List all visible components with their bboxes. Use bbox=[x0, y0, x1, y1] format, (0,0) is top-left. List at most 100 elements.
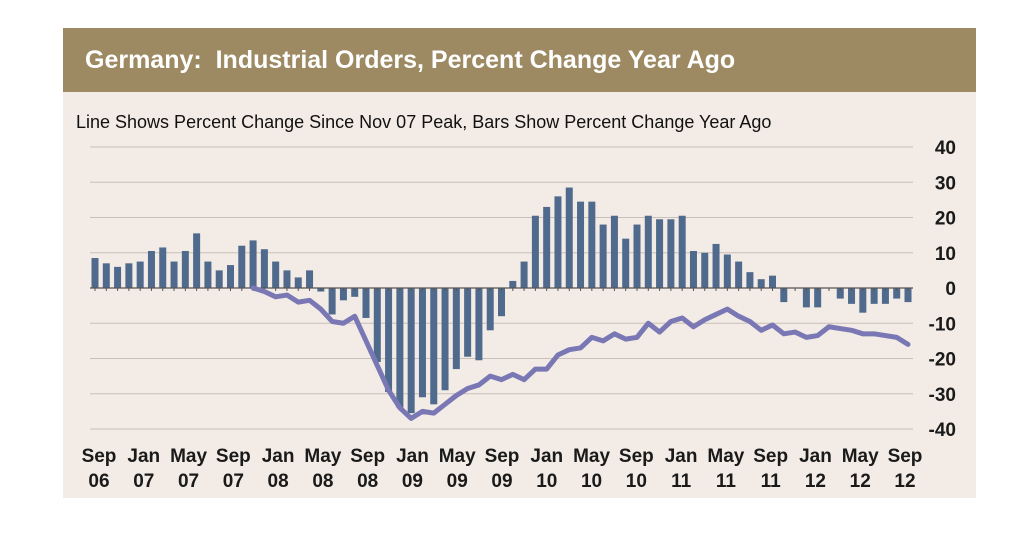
bar bbox=[181, 250, 189, 288]
x-tick-label-year: 06 bbox=[88, 471, 109, 492]
bar bbox=[351, 288, 359, 297]
bar bbox=[644, 215, 652, 288]
x-tick-label-year: 12 bbox=[850, 471, 871, 492]
bar bbox=[881, 288, 889, 304]
bar bbox=[238, 245, 246, 288]
bar bbox=[339, 288, 347, 301]
bar bbox=[565, 187, 573, 288]
bar bbox=[746, 272, 754, 288]
bar bbox=[215, 270, 223, 289]
x-axis-ticks bbox=[94, 288, 909, 291]
bar bbox=[486, 288, 494, 331]
y-tick-label: 10 bbox=[935, 244, 956, 265]
bar-series bbox=[91, 187, 912, 414]
bar bbox=[170, 261, 178, 288]
x-tick-label-year: 11 bbox=[761, 471, 782, 492]
x-tick-label-month: Sep bbox=[216, 446, 251, 467]
bar bbox=[904, 288, 912, 303]
x-tick-label-year: 08 bbox=[268, 471, 289, 492]
y-tick-label: 30 bbox=[935, 173, 956, 194]
bar bbox=[802, 288, 810, 308]
bar bbox=[610, 215, 618, 288]
bar bbox=[893, 288, 901, 299]
bar bbox=[689, 250, 697, 288]
bar bbox=[204, 261, 212, 288]
bar bbox=[633, 224, 641, 288]
bar bbox=[509, 280, 517, 288]
x-tick-label-year: 07 bbox=[133, 471, 154, 492]
x-tick-label-year: 11 bbox=[716, 471, 737, 492]
bar bbox=[769, 275, 776, 288]
bar bbox=[125, 263, 133, 288]
bar bbox=[588, 201, 596, 288]
bar bbox=[418, 288, 426, 398]
x-tick-label-month: Jan bbox=[262, 446, 295, 467]
bar bbox=[430, 288, 438, 405]
bar bbox=[283, 270, 291, 289]
x-tick-label-year: 11 bbox=[671, 471, 692, 492]
x-tick-label-year: 09 bbox=[402, 471, 423, 492]
bar bbox=[836, 288, 844, 299]
bar bbox=[712, 243, 720, 288]
bar bbox=[362, 288, 370, 318]
bar bbox=[407, 288, 415, 414]
x-tick-label-year: 07 bbox=[178, 471, 199, 492]
x-tick-label-year: 10 bbox=[536, 471, 557, 492]
x-tick-label-month: May bbox=[842, 446, 879, 467]
x-tick-label-month: Jan bbox=[396, 446, 429, 467]
bar bbox=[147, 250, 155, 288]
bar bbox=[475, 288, 483, 361]
y-tick-label: 40 bbox=[935, 138, 956, 159]
line-series bbox=[250, 285, 911, 421]
x-tick-label-year: 07 bbox=[223, 471, 244, 492]
bar bbox=[452, 288, 460, 370]
bar bbox=[622, 238, 630, 288]
y-axis-labels: 40 30 20 10 0 -10 -20 -30 -40 bbox=[929, 138, 956, 441]
bar bbox=[678, 215, 686, 288]
bar bbox=[498, 288, 505, 317]
x-tick-label-month: May bbox=[170, 446, 207, 467]
bar bbox=[848, 288, 856, 304]
x-tick-label-month: May bbox=[304, 446, 341, 467]
bar bbox=[249, 240, 257, 288]
x-tick-label-month: Sep bbox=[82, 446, 117, 467]
y-tick-label: -30 bbox=[929, 385, 956, 406]
bar bbox=[136, 261, 144, 288]
x-tick-label-month: May bbox=[707, 446, 744, 467]
x-tick-label-year: 12 bbox=[805, 471, 826, 492]
x-tick-label-year: 10 bbox=[626, 471, 647, 492]
y-tick-label: -10 bbox=[929, 314, 956, 335]
bar bbox=[543, 206, 551, 288]
bar bbox=[735, 261, 743, 288]
chart-panel: Germany: Industrial Orders, Percent Chan… bbox=[63, 28, 976, 498]
bar bbox=[159, 247, 167, 288]
bar bbox=[91, 258, 99, 288]
bar bbox=[757, 279, 765, 288]
x-axis-labels: Sep 06 Jan 07 May 07 Sep 07 Jan 08 May 08 Sep 08 Jan 09… bbox=[82, 446, 923, 492]
bar bbox=[701, 252, 709, 288]
x-tick-label-year: 08 bbox=[312, 471, 333, 492]
bar bbox=[306, 270, 314, 289]
bar bbox=[272, 261, 280, 288]
bar bbox=[667, 219, 675, 288]
x-tick-label-year: 12 bbox=[894, 471, 915, 492]
x-tick-label-year: 09 bbox=[447, 471, 468, 492]
title-bar: Germany: Industrial Orders, Percent Chan… bbox=[63, 28, 976, 92]
bar bbox=[870, 288, 878, 304]
x-tick-label-year: 10 bbox=[581, 471, 602, 492]
bar bbox=[554, 196, 562, 288]
y-tick-label: -40 bbox=[929, 420, 956, 441]
bar bbox=[385, 288, 393, 392]
bar bbox=[780, 288, 788, 303]
x-tick-label-month: Jan bbox=[127, 446, 160, 467]
x-tick-label-year: 09 bbox=[491, 471, 512, 492]
x-tick-label-month: Sep bbox=[350, 446, 385, 467]
bar bbox=[464, 288, 472, 357]
bar bbox=[193, 233, 201, 288]
bar bbox=[441, 288, 449, 391]
bar bbox=[520, 261, 528, 288]
x-tick-label-year: 08 bbox=[357, 471, 378, 492]
x-tick-label-month: Jan bbox=[665, 446, 698, 467]
bar bbox=[373, 288, 381, 363]
